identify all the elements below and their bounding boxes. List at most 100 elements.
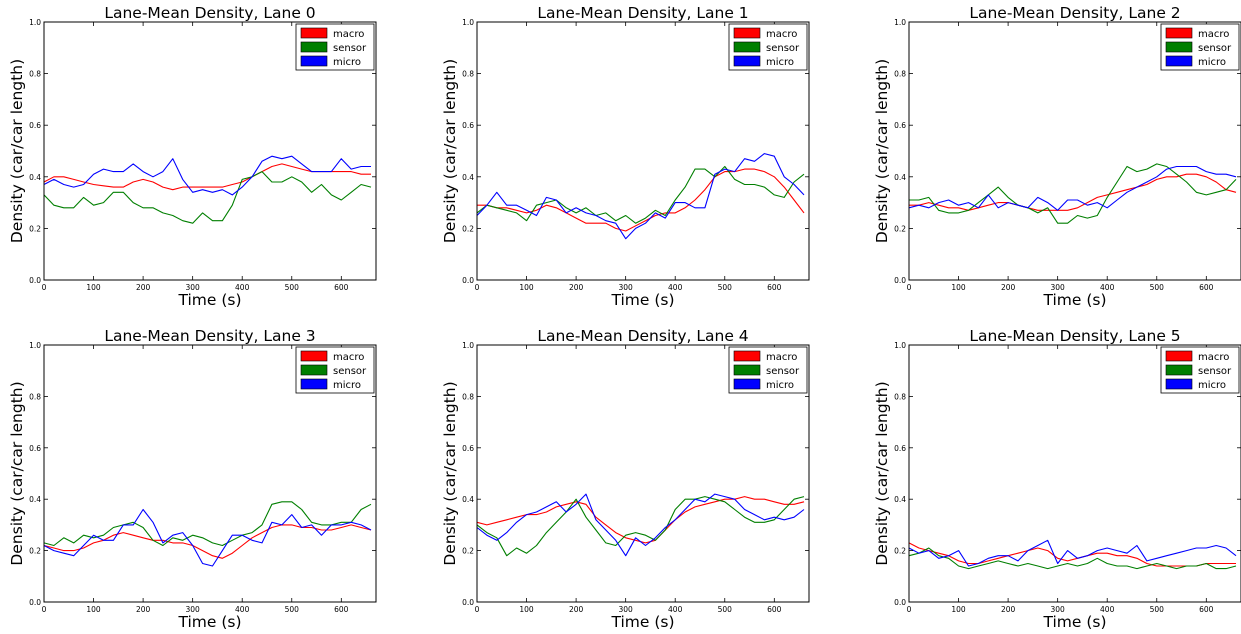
x-tick-label: 100: [519, 605, 534, 614]
legend-swatch-macro: [300, 350, 328, 362]
y-tick-label: 0.4: [462, 173, 474, 182]
x-tick-label: 0: [475, 605, 480, 614]
y-tick-label: 0.2: [29, 547, 41, 556]
x-tick-label: 400: [1100, 605, 1115, 614]
chart-title: Lane-Mean Density, Lane 2: [969, 4, 1180, 22]
y-tick-label: 0.0: [894, 276, 906, 285]
y-tick-label: 1.0: [462, 341, 474, 350]
chart-panel-2: 0 100 200 300 400 500 600 0.0 0.2 0.4 0.6 0.8 1.0 Lan…: [873, 4, 1241, 309]
chart-panel-4: 0 100 200 300 400 500 600 0.0 0.2 0.4 0.6 0.8 1.0 Lan…: [441, 327, 810, 631]
x-tick-label: 0: [42, 283, 47, 292]
series-line-sensor: [909, 163, 1237, 224]
y-tick-label: 1.0: [29, 18, 41, 27]
x-tick-label: 600: [767, 605, 782, 614]
y-tick-label: 0.6: [29, 444, 41, 453]
legend-swatch-sensor: [1165, 364, 1193, 376]
legend-swatch-macro: [733, 350, 761, 362]
legend: macro sensor micro: [295, 346, 375, 394]
legend: macro sensor micro: [295, 23, 375, 71]
legend-swatch-micro: [300, 55, 328, 67]
legend: macro sensor micro: [728, 346, 808, 394]
x-tick-label: 300: [618, 283, 633, 292]
legend-swatch-micro: [733, 378, 761, 390]
y-tick-label: 0.4: [894, 173, 906, 182]
legend-swatch-sensor: [733, 364, 761, 376]
legend-label-sensor: sensor: [1198, 43, 1232, 54]
legend-label-micro: micro: [1198, 57, 1226, 68]
legend-swatch-macro: [1165, 350, 1193, 362]
chart-title: Lane-Mean Density, Lane 0: [104, 4, 315, 22]
axes-frame: [43, 21, 377, 281]
legend-label-macro: macro: [766, 29, 797, 40]
y-tick-label: 0.8: [462, 392, 474, 401]
legend-label-macro: macro: [766, 352, 797, 363]
x-tick-label: 300: [1050, 605, 1065, 614]
y-tick-label: 0.6: [462, 444, 474, 453]
legend-label-micro: micro: [766, 380, 794, 391]
legend-label-sensor: sensor: [766, 43, 800, 54]
series-line-macro: [43, 524, 372, 559]
series-line-macro: [909, 173, 1237, 211]
legend-label-macro: macro: [1198, 352, 1229, 363]
legend-swatch-macro: [733, 27, 761, 39]
x-tick-label: 400: [668, 605, 683, 614]
y-tick-label: 0.2: [29, 224, 41, 233]
y-axis-label: Density (car/car length): [441, 381, 459, 565]
y-tick-label: 0.8: [29, 70, 41, 79]
y-tick-label: 0.0: [29, 598, 41, 607]
legend-swatch-micro: [733, 55, 761, 67]
legend: macro sensor micro: [1160, 23, 1240, 71]
legend-swatch-micro: [1165, 378, 1193, 390]
x-tick-label: 200: [1001, 283, 1016, 292]
y-tick-label: 0.0: [894, 598, 906, 607]
x-tick-label: 600: [334, 283, 349, 292]
y-tick-label: 0.8: [29, 392, 41, 401]
y-tick-label: 1.0: [29, 341, 41, 350]
series-line-sensor: [476, 496, 805, 557]
x-tick-label: 400: [235, 605, 250, 614]
x-axis-label: Time (s): [610, 291, 674, 309]
x-tick-label: 300: [1050, 283, 1065, 292]
axes-frame: [476, 21, 810, 281]
chart-panel-0: 0 100 200 300 400 500 600 0.0 0.2 0.4 0.6 0.8 1.0 Lan…: [8, 4, 377, 309]
series-line-micro: [43, 155, 371, 196]
y-tick-label: 1.0: [894, 341, 906, 350]
series-line-macro: [477, 168, 805, 232]
axes-frame: [43, 344, 377, 603]
x-tick-label: 500: [285, 605, 300, 614]
y-tick-label: 0.0: [462, 276, 474, 285]
series-line-micro: [908, 165, 1237, 211]
legend-label-micro: micro: [1198, 380, 1226, 391]
x-tick-label: 200: [1001, 605, 1016, 614]
x-tick-label: 600: [767, 283, 782, 292]
y-tick-label: 0.6: [462, 121, 474, 130]
legend-label-micro: micro: [333, 380, 361, 391]
x-tick-label: 600: [1199, 283, 1214, 292]
legend: macro sensor micro: [728, 23, 808, 71]
chart-title: Lane-Mean Density, Lane 5: [969, 327, 1180, 345]
y-tick-label: 0.2: [894, 547, 906, 556]
y-tick-label: 0.6: [894, 121, 906, 130]
y-tick-label: 0.0: [462, 598, 474, 607]
legend-label-macro: macro: [333, 29, 364, 40]
x-tick-label: 400: [235, 283, 250, 292]
x-axis-label: Time (s): [610, 613, 674, 631]
y-axis-label: Density (car/car length): [873, 59, 891, 243]
series-line-micro: [908, 539, 1237, 567]
x-axis-label: Time (s): [1042, 291, 1106, 309]
y-tick-label: 0.4: [29, 173, 41, 182]
x-tick-label: 100: [951, 283, 966, 292]
x-tick-label: 0: [907, 605, 912, 614]
x-tick-label: 100: [86, 283, 101, 292]
legend-label-sensor: sensor: [766, 366, 800, 377]
y-tick-label: 0.8: [894, 392, 906, 401]
series-line-sensor: [908, 547, 1237, 570]
x-tick-label: 400: [1100, 283, 1115, 292]
series-line-sensor: [43, 501, 372, 547]
legend-swatch-sensor: [733, 41, 761, 53]
x-axis-label: Time (s): [177, 291, 241, 309]
legend-swatch-macro: [1165, 27, 1193, 39]
series-line-micro: [476, 153, 805, 240]
series-line-macro: [476, 496, 805, 544]
x-tick-label: 600: [334, 605, 349, 614]
